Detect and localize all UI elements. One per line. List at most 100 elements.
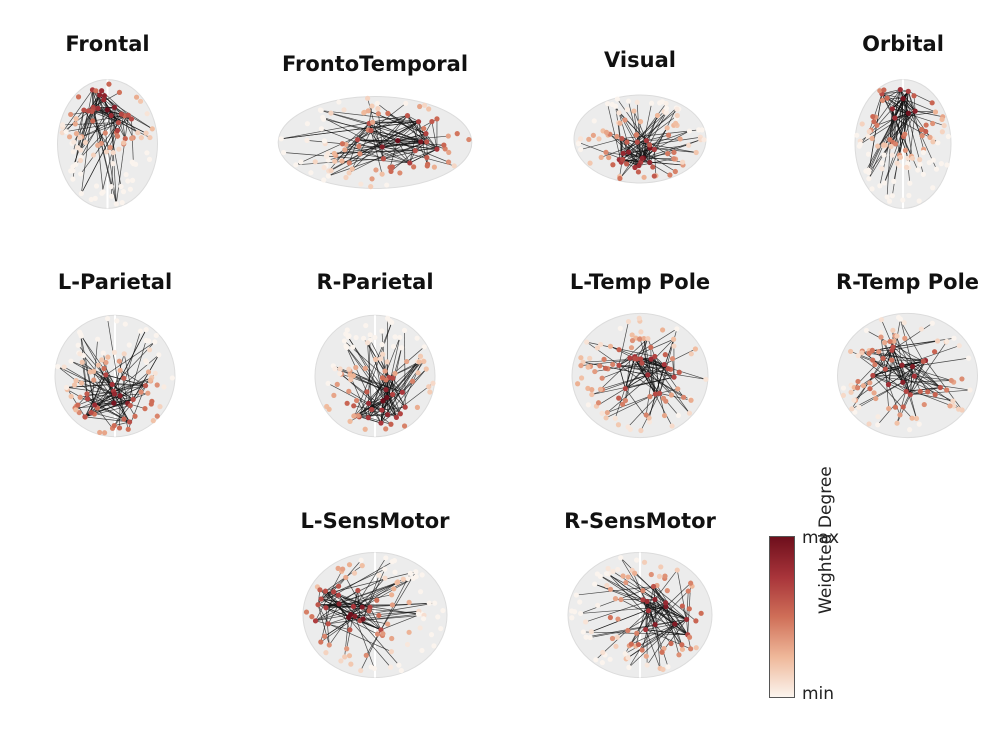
colorbar-min-label: min <box>802 684 835 704</box>
connection-edge <box>881 93 939 144</box>
brain-network-graph <box>302 551 448 679</box>
panel-title: L-Temp Pole <box>569 270 711 294</box>
connection-edge <box>57 366 130 423</box>
brain-node <box>143 337 149 344</box>
brain-node <box>686 128 692 134</box>
brain-node <box>391 586 397 592</box>
brain-node <box>923 122 929 128</box>
connection-edge <box>901 365 904 383</box>
brain-node <box>389 635 395 642</box>
connection-edge <box>357 115 408 141</box>
brain-node <box>647 394 653 400</box>
brain-node <box>78 333 84 339</box>
brain-node <box>317 107 324 113</box>
brain-node <box>133 94 140 100</box>
connection-edge <box>370 130 398 141</box>
brain-node <box>326 642 332 648</box>
brain-node <box>639 360 645 366</box>
brain-node <box>154 382 160 388</box>
brain-node <box>903 164 910 170</box>
brain-node <box>142 405 148 412</box>
brain-node <box>674 112 680 119</box>
brain-node <box>912 108 918 114</box>
brain-node <box>894 333 900 339</box>
connection-edge <box>636 141 651 163</box>
brain-node <box>429 118 435 125</box>
brain-node <box>383 426 389 432</box>
brain-node <box>99 357 105 363</box>
brain-node <box>346 653 353 659</box>
brain-node <box>634 139 640 145</box>
brain-node <box>110 161 116 167</box>
brain-node <box>921 401 927 408</box>
brain-node <box>344 345 350 351</box>
connection-edge <box>62 99 104 133</box>
connection-edge <box>317 604 330 646</box>
brain-node <box>631 108 637 114</box>
brain-node <box>427 389 433 395</box>
connection-edge <box>338 594 363 608</box>
brain-node <box>358 557 364 563</box>
brain-node <box>684 616 690 623</box>
brain-node <box>434 146 440 152</box>
brain-node <box>656 390 663 396</box>
brain-node <box>840 392 846 399</box>
brain-node <box>603 129 610 135</box>
brain-node <box>332 366 338 372</box>
brain-node <box>91 377 97 383</box>
connection-edge <box>349 374 369 418</box>
brain-node <box>901 320 907 326</box>
connection-edge <box>650 358 690 414</box>
brain-node <box>870 372 876 379</box>
brain-node <box>421 102 428 108</box>
brain-node <box>121 416 127 422</box>
brain-node <box>378 420 384 426</box>
brain-node <box>345 334 351 340</box>
brain-node <box>623 161 630 167</box>
connection-edge <box>353 590 359 607</box>
brain-node <box>645 608 652 614</box>
brain-node <box>590 132 596 138</box>
brain-node <box>879 97 886 104</box>
brain-node <box>701 137 707 143</box>
brain-node <box>596 136 602 142</box>
brain-node <box>90 368 97 374</box>
brain-node <box>889 193 895 199</box>
brain-node <box>415 611 421 617</box>
brain-node <box>594 345 601 351</box>
connection-edge <box>654 356 660 394</box>
brain-node <box>840 385 847 391</box>
connection-edge <box>370 340 406 408</box>
brain-node <box>68 168 74 174</box>
brain-node <box>598 154 604 160</box>
brain-node <box>614 634 620 640</box>
connection-edge <box>881 93 904 99</box>
brain-node <box>866 350 872 357</box>
connection-edge <box>665 582 691 607</box>
brain-node <box>451 163 457 169</box>
connection-edge <box>907 91 916 112</box>
connection-edge <box>619 140 647 179</box>
brain-node <box>383 387 389 393</box>
connection-edge <box>647 374 684 398</box>
connection-edge <box>356 400 369 418</box>
brain-node <box>671 343 677 349</box>
brain-node <box>403 100 409 106</box>
brain-node <box>930 157 936 163</box>
brain-node <box>350 373 357 379</box>
brain-node <box>622 117 628 123</box>
connection-edge <box>910 341 948 395</box>
connection-edge <box>81 122 119 194</box>
connection-edge <box>61 89 93 133</box>
connection-edge <box>345 123 370 145</box>
brain-node <box>304 121 311 127</box>
brain-node <box>847 348 854 355</box>
brain-node <box>632 164 638 171</box>
connection-edge <box>354 610 419 617</box>
brain-node <box>380 156 387 162</box>
brain-node <box>169 375 175 381</box>
brain-node <box>886 406 892 412</box>
brain-node <box>396 662 402 668</box>
brain-node <box>909 415 915 421</box>
brain-node <box>85 108 91 114</box>
